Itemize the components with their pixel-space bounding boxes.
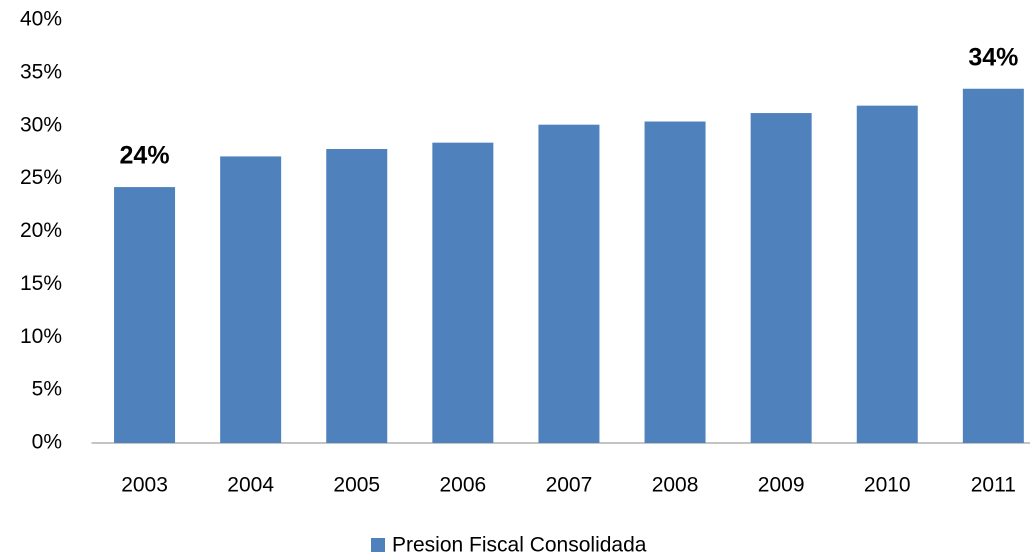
bar bbox=[326, 149, 388, 443]
y-tick-label: 40% bbox=[20, 8, 62, 31]
bar bbox=[114, 187, 176, 443]
y-tick-label: 10% bbox=[20, 325, 62, 348]
x-tick-label: 2003 bbox=[121, 474, 168, 497]
x-tick-label: 2006 bbox=[439, 474, 486, 497]
x-tick-label: 2010 bbox=[864, 474, 911, 497]
y-tick-label: 25% bbox=[20, 166, 62, 189]
y-tick-label: 5% bbox=[32, 378, 62, 401]
x-tick-label: 2005 bbox=[333, 474, 380, 497]
legend-swatch bbox=[371, 538, 385, 552]
x-tick-label: 2011 bbox=[971, 474, 1016, 497]
bar bbox=[644, 121, 706, 444]
x-tick-label: 2009 bbox=[758, 474, 805, 497]
x-tick-label: 2008 bbox=[652, 474, 699, 497]
y-tick-label: 35% bbox=[20, 60, 62, 83]
y-tick-label: 15% bbox=[20, 272, 62, 295]
bar bbox=[856, 105, 918, 443]
y-tick-label: 20% bbox=[20, 219, 62, 242]
bar bbox=[220, 156, 282, 444]
data-label: 24% bbox=[120, 142, 170, 170]
bar bbox=[538, 124, 600, 443]
y-tick-label: 30% bbox=[20, 113, 62, 136]
legend-label: Presion Fiscal Consolidada bbox=[392, 534, 647, 557]
y-tick-label: 0% bbox=[32, 431, 62, 454]
x-tick-label: 2007 bbox=[546, 474, 593, 497]
bar bbox=[750, 113, 812, 443]
data-label: 34% bbox=[968, 43, 1018, 71]
x-tick-label: 2004 bbox=[227, 474, 274, 497]
bar bbox=[962, 88, 1024, 444]
bar bbox=[432, 142, 494, 444]
